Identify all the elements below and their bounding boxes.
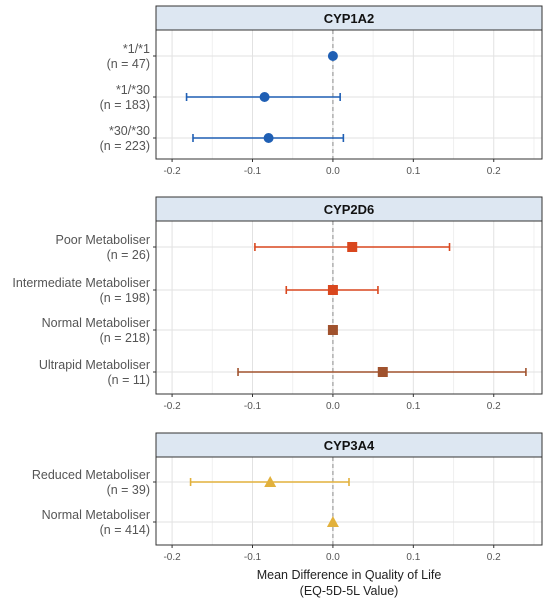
point-marker-0-0 bbox=[327, 51, 338, 61]
point-marker-0-2 bbox=[263, 133, 274, 143]
row-label-0-1: *1/*30 bbox=[116, 83, 150, 97]
x-tick-label-0-4: 0.2 bbox=[487, 166, 501, 177]
panel-border-0 bbox=[155, 29, 543, 160]
x-tick-label-0-0: -0.2 bbox=[163, 166, 181, 177]
point-marker-0-1 bbox=[259, 92, 270, 102]
x-tick-label-1-0: -0.2 bbox=[163, 401, 181, 412]
panel-title-0: CYP1A2 bbox=[324, 11, 375, 26]
row-label-1-3: Ultrapid Metaboliser bbox=[39, 358, 150, 372]
row-n-label-1-0: (n = 26) bbox=[107, 248, 150, 262]
row-label-1-1: Intermediate Metaboliser bbox=[12, 276, 150, 290]
panel-title-1: CYP2D6 bbox=[324, 202, 375, 217]
point-marker-1-1 bbox=[327, 285, 338, 295]
panel-strip-0 bbox=[155, 5, 543, 31]
panel-background-0 bbox=[156, 30, 542, 159]
row-label-0-2: *30/*30 bbox=[109, 124, 150, 138]
panel-border-1 bbox=[155, 220, 543, 395]
x-axis-title-line2: (EQ-5D-5L Value) bbox=[300, 584, 399, 598]
x-axis-title-line1: Mean Difference in Quality of Life bbox=[257, 568, 442, 582]
x-tick-label-0-2: 0.0 bbox=[326, 166, 340, 177]
point-marker-1-3 bbox=[377, 367, 388, 377]
row-label-1-0: Poor Metaboliser bbox=[56, 233, 151, 247]
x-tick-label-0-3: 0.1 bbox=[406, 166, 420, 177]
row-n-label-2-1: (n = 414) bbox=[100, 523, 150, 537]
x-tick-label-2-3: 0.1 bbox=[406, 552, 420, 563]
panel-background-2 bbox=[156, 457, 542, 545]
x-tick-label-2-4: 0.2 bbox=[487, 552, 501, 563]
x-tick-label-1-4: 0.2 bbox=[487, 401, 501, 412]
point-marker-1-2 bbox=[327, 325, 338, 335]
row-n-label-1-1: (n = 198) bbox=[100, 291, 150, 305]
panel-border-2 bbox=[155, 456, 543, 546]
row-label-1-2: Normal Metaboliser bbox=[42, 316, 150, 330]
row-label-2-0: Reduced Metaboliser bbox=[32, 468, 150, 482]
point-marker-2-0 bbox=[264, 476, 277, 487]
panel-strip-2 bbox=[155, 432, 543, 458]
row-n-label-0-2: (n = 223) bbox=[100, 139, 150, 153]
point-marker-1-0 bbox=[347, 242, 358, 252]
x-tick-label-1-3: 0.1 bbox=[406, 401, 420, 412]
row-n-label-2-0: (n = 39) bbox=[107, 483, 150, 497]
x-tick-label-2-1: -0.1 bbox=[244, 552, 262, 563]
point-marker-2-1 bbox=[326, 516, 339, 527]
x-tick-label-0-1: -0.1 bbox=[244, 166, 262, 177]
row-label-0-0: *1/*1 bbox=[123, 42, 150, 56]
row-label-2-1: Normal Metaboliser bbox=[42, 508, 150, 522]
panel-title-2: CYP3A4 bbox=[324, 438, 375, 453]
x-tick-label-1-1: -0.1 bbox=[244, 401, 262, 412]
row-n-label-1-3: (n = 11) bbox=[108, 373, 151, 387]
row-n-label-0-0: (n = 47) bbox=[107, 57, 150, 71]
x-tick-label-1-2: 0.0 bbox=[326, 401, 340, 412]
x-tick-label-2-0: -0.2 bbox=[163, 552, 181, 563]
row-n-label-1-2: (n = 218) bbox=[100, 331, 150, 345]
row-n-label-0-1: (n = 183) bbox=[100, 98, 150, 112]
x-tick-label-2-2: 0.0 bbox=[326, 552, 340, 563]
